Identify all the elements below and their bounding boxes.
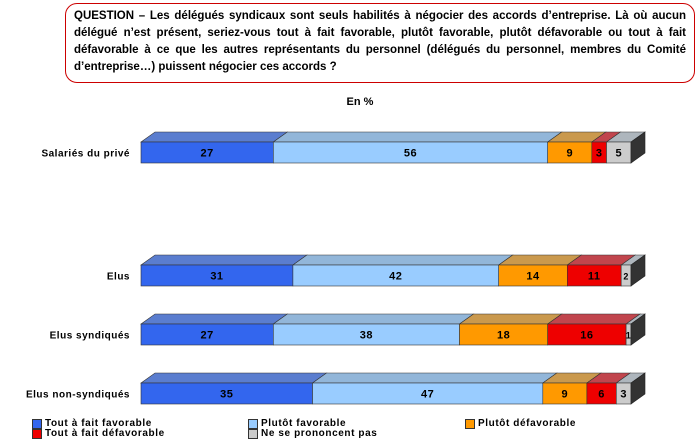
bar-top-tout-defavorable-elus-syndiques (546, 313, 642, 325)
legend-swatch-ne-se-prononcent-pas (248, 429, 258, 439)
data-label-plutot-defavorable-elus-syndiques: 18 (497, 330, 510, 342)
data-label-tout-favorable-elus: 31 (210, 271, 223, 283)
category-label-elus-non-syndiques: Elus non-syndiqués (26, 390, 130, 401)
data-label-tout-defavorable-salaries-du-prive: 3 (596, 148, 603, 160)
legend-label-ne-se-prononcent-pas: Ne se prononcent pas (261, 428, 378, 439)
data-label-tout-defavorable-elus-syndiques: 16 (580, 330, 593, 342)
category-label-elus: Elus (107, 272, 130, 283)
legend-item-tout-favorable: Tout à fait favorable (32, 419, 152, 429)
legend-item-ne-se-prononcent-pas: Ne se prononcent pas (248, 429, 377, 439)
category-label-salaries-du-prive: Salariés du privé (41, 149, 130, 160)
data-label-tout-favorable-elus-syndiques: 27 (201, 330, 214, 342)
unit-label: En % (346, 96, 374, 108)
bar-top-tout-favorable-elus-syndiques (140, 313, 289, 325)
bar-top-tout-favorable-salaries-du-prive (140, 131, 289, 143)
bar-top-plutot-favorable-elus (291, 254, 514, 266)
legend-label-plutot-favorable: Plutôt favorable (261, 418, 347, 429)
data-label-ne-se-prononcent-pas-elus: 2 (623, 272, 629, 282)
bar-top-plutot-favorable-salaries-du-prive (272, 131, 563, 143)
data-label-tout-defavorable-elus: 11 (588, 271, 601, 283)
bar-top-tout-favorable-elus-non-syndiques (140, 372, 328, 384)
bar-side-elus (630, 254, 646, 287)
data-label-ne-se-prononcent-pas-elus-syndiques: 1 (626, 331, 632, 341)
bar-top-plutot-favorable-elus-non-syndiques (311, 372, 558, 384)
data-label-plutot-defavorable-elus-non-syndiques: 9 (562, 389, 569, 401)
legend-item-tout-defavorable: Tout à fait défavorable (32, 429, 165, 439)
data-label-plutot-favorable-elus-non-syndiques: 47 (421, 389, 434, 401)
bar-top-plutot-defavorable-elus-syndiques (458, 313, 563, 325)
legend-label-tout-defavorable: Tout à fait défavorable (45, 428, 165, 439)
data-label-plutot-favorable-elus: 42 (389, 271, 402, 283)
legend-item-plutot-favorable: Plutôt favorable (248, 419, 346, 429)
data-label-ne-se-prononcent-pas-elus-non-syndiques: 3 (620, 389, 627, 401)
legend-swatch-plutot-favorable (248, 419, 258, 429)
category-label-elus-syndiques: Elus syndiqués (50, 331, 130, 342)
data-label-plutot-defavorable-salaries-du-prive: 9 (566, 148, 573, 160)
data-label-tout-favorable-salaries-du-prive: 27 (201, 148, 214, 160)
data-label-plutot-favorable-salaries-du-prive: 56 (404, 148, 417, 160)
bar-side-elus-non-syndiques (630, 372, 646, 405)
legend-swatch-tout-defavorable (32, 429, 42, 439)
bar-side-elus-syndiques (630, 313, 646, 346)
data-label-ne-se-prononcent-pas-salaries-du-prive: 5 (615, 148, 622, 160)
question-box: QUESTION – Les délégués syndicaux sont s… (65, 3, 695, 83)
legend-label-tout-favorable: Tout à fait favorable (45, 418, 152, 429)
bar-top-tout-favorable-elus (140, 254, 308, 266)
legend: Tout à fait favorable Plutôt favorable P… (32, 419, 692, 439)
data-label-tout-defavorable-elus-non-syndiques: 6 (598, 389, 605, 401)
data-label-tout-favorable-elus-non-syndiques: 35 (220, 389, 233, 401)
legend-swatch-tout-favorable (32, 419, 42, 429)
legend-item-plutot-defavorable: Plutôt défavorable (465, 419, 576, 429)
legend-swatch-plutot-defavorable (465, 419, 475, 429)
data-label-plutot-favorable-elus-syndiques: 38 (360, 330, 373, 342)
legend-label-plutot-defavorable: Plutôt défavorable (478, 418, 577, 429)
question-label: QUESTION – (74, 10, 146, 22)
question-text: Les délégués syndicaux sont seuls habili… (74, 10, 686, 73)
data-label-plutot-defavorable-elus: 14 (526, 271, 540, 283)
bar-side-salaries-du-prive (630, 131, 646, 164)
bar-top-plutot-favorable-elus-syndiques (272, 313, 475, 325)
